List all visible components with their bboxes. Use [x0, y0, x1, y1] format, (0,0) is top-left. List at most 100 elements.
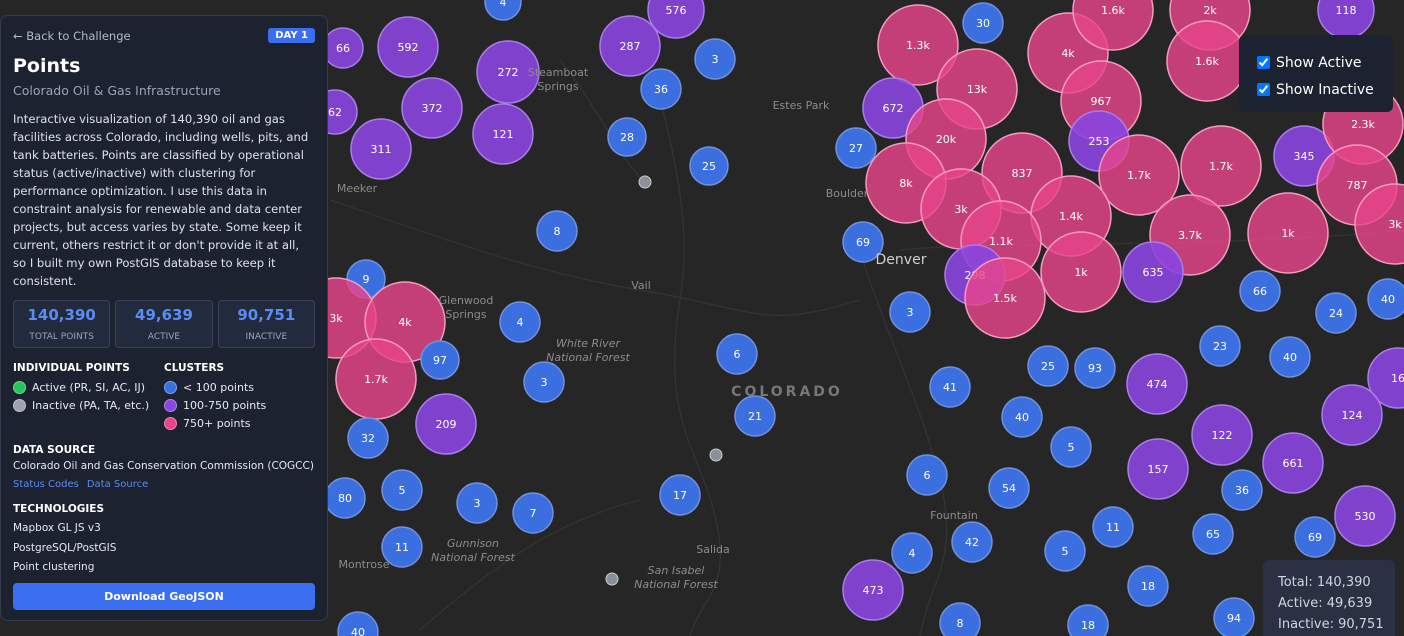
- inactive-point[interactable]: [605, 572, 619, 586]
- cluster[interactable]: [734, 395, 776, 437]
- cluster[interactable]: [420, 340, 460, 380]
- cluster[interactable]: [484, 0, 522, 21]
- cluster[interactable]: [962, 2, 1004, 44]
- cluster[interactable]: [1001, 396, 1043, 438]
- cluster-count: 8k: [899, 177, 913, 190]
- cluster[interactable]: [1239, 270, 1281, 312]
- cluster[interactable]: [951, 521, 993, 563]
- cluster[interactable]: [1074, 347, 1116, 389]
- cluster[interactable]: [1221, 469, 1263, 511]
- cluster[interactable]: [647, 0, 705, 39]
- cluster[interactable]: [891, 532, 933, 574]
- cluster[interactable]: [401, 77, 463, 139]
- cluster[interactable]: [640, 68, 682, 110]
- cluster[interactable]: [1321, 384, 1383, 446]
- cluster[interactable]: [1213, 597, 1255, 636]
- cluster[interactable]: [842, 221, 884, 263]
- cluster[interactable]: [877, 4, 959, 86]
- cluster[interactable]: [1334, 485, 1396, 547]
- cluster[interactable]: [1354, 183, 1404, 265]
- link[interactable]: Status Codes: [13, 479, 79, 490]
- individual-points: [605, 175, 723, 586]
- cluster[interactable]: [1040, 231, 1122, 313]
- cluster[interactable]: [1127, 565, 1169, 607]
- cluster[interactable]: [1367, 278, 1404, 320]
- cluster[interactable]: [499, 301, 541, 343]
- cluster[interactable]: [964, 257, 1046, 339]
- cluster[interactable]: [607, 117, 647, 157]
- cluster[interactable]: [377, 16, 439, 78]
- cluster[interactable]: [906, 454, 948, 496]
- cluster[interactable]: [381, 526, 423, 568]
- cluster-count: 209: [436, 418, 457, 431]
- cluster[interactable]: [381, 469, 423, 511]
- cluster[interactable]: [456, 482, 498, 524]
- checkbox[interactable]: [1257, 56, 1270, 69]
- back-link[interactable]: ← Back to Challenge: [13, 28, 131, 43]
- cluster[interactable]: [716, 333, 758, 375]
- toggle-label[interactable]: Show Active: [1276, 54, 1362, 71]
- cluster[interactable]: [1126, 353, 1188, 415]
- cluster[interactable]: [1199, 325, 1241, 367]
- cluster[interactable]: [523, 361, 565, 403]
- cluster[interactable]: [1262, 432, 1324, 494]
- legend-heading: CLUSTERS: [164, 362, 225, 374]
- toggle[interactable]: Show Active: [1257, 49, 1393, 76]
- cluster[interactable]: [472, 103, 534, 165]
- cluster[interactable]: [939, 602, 981, 636]
- cluster[interactable]: [1067, 604, 1109, 636]
- cluster[interactable]: [350, 118, 412, 180]
- cluster-count: 4: [909, 547, 916, 560]
- cluster[interactable]: [1050, 426, 1092, 468]
- cluster[interactable]: [1072, 0, 1154, 51]
- cluster-count: 80: [338, 492, 352, 505]
- cluster[interactable]: [536, 210, 578, 252]
- cluster[interactable]: [1247, 192, 1329, 274]
- cluster[interactable]: [337, 611, 379, 636]
- inactive-point[interactable]: [638, 175, 652, 189]
- toggle[interactable]: Show Inactive: [1257, 76, 1393, 103]
- cluster[interactable]: [599, 15, 661, 77]
- cluster[interactable]: [689, 146, 729, 186]
- cluster[interactable]: [347, 417, 389, 459]
- cluster-count: 967: [1091, 95, 1112, 108]
- cluster[interactable]: [1191, 404, 1253, 466]
- cluster[interactable]: [842, 559, 904, 621]
- checkbox[interactable]: [1257, 83, 1270, 96]
- cluster[interactable]: [1027, 345, 1069, 387]
- cluster[interactable]: [694, 38, 736, 80]
- toggle-label[interactable]: Show Inactive: [1276, 81, 1374, 98]
- place-label: Steamboat Springs: [527, 66, 589, 93]
- inactive-point[interactable]: [709, 448, 723, 462]
- cluster[interactable]: [1098, 134, 1180, 216]
- cluster[interactable]: [1092, 506, 1134, 548]
- cluster[interactable]: [1192, 513, 1234, 555]
- cluster[interactable]: [835, 127, 877, 169]
- cluster[interactable]: [415, 393, 477, 455]
- cluster[interactable]: [1367, 347, 1404, 409]
- cluster[interactable]: [988, 467, 1030, 509]
- cluster[interactable]: [929, 366, 971, 408]
- summary-line: Active: 49,639: [1278, 596, 1373, 611]
- legend-text: Active (PR, SI, AC, IJ): [32, 380, 146, 394]
- cluster[interactable]: [1044, 530, 1086, 572]
- cluster[interactable]: [512, 492, 554, 534]
- cluster-count: 40: [1381, 293, 1395, 306]
- cluster[interactable]: [1122, 241, 1184, 303]
- cluster[interactable]: [889, 291, 931, 333]
- stat: 49,639 ACTIVE: [115, 300, 213, 348]
- back-link-text[interactable]: Back to Challenge: [26, 28, 131, 43]
- cluster[interactable]: [659, 474, 701, 516]
- cluster-count: 65: [1206, 528, 1220, 541]
- place-label: Denver: [875, 252, 927, 268]
- cluster[interactable]: [1180, 125, 1262, 207]
- download-button[interactable]: Download GeoJSON: [13, 582, 315, 610]
- link[interactable]: Data Source: [86, 479, 149, 490]
- cluster[interactable]: [1294, 516, 1336, 558]
- cluster[interactable]: [476, 40, 540, 104]
- cluster[interactable]: [1315, 292, 1357, 334]
- summary: Total: 140,390 Active: 49,639 Inactive: …: [1263, 560, 1395, 636]
- cluster[interactable]: [1127, 438, 1189, 500]
- cluster[interactable]: [1269, 336, 1311, 378]
